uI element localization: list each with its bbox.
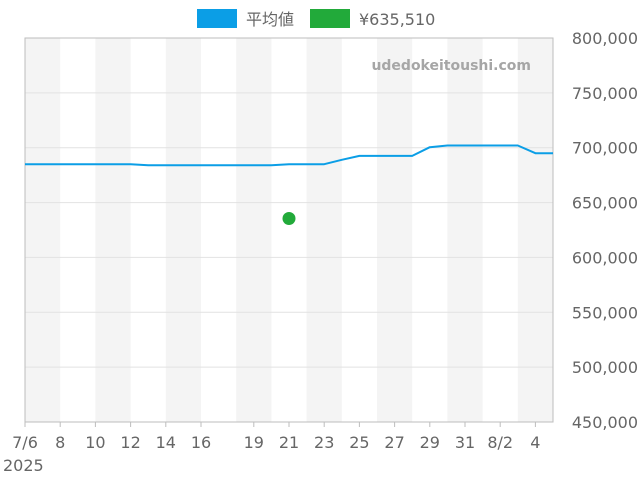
y-tick-label-5: 700,000: [572, 139, 638, 158]
x-tick-label-1: 8: [55, 433, 65, 452]
x-tick-label-2: 10: [85, 433, 105, 452]
grid-lines: [25, 37, 553, 423]
data-series: [25, 144, 553, 225]
marker-point-0: [282, 211, 296, 225]
x-tick-label-0: 7/6: [12, 433, 38, 452]
x-tick-label-9: 25: [349, 433, 369, 452]
band-4: [306, 38, 342, 422]
band-1: [95, 38, 131, 422]
y-tick-label-1: 500,000: [572, 358, 638, 377]
x-tick-label-13: 8/2: [487, 433, 513, 452]
x-tick-label-11: 29: [420, 433, 440, 452]
legend-label-marker[interactable]: ¥635,510: [359, 10, 435, 29]
y-tick-label-3: 600,000: [572, 248, 638, 267]
legend-label-average[interactable]: 平均値: [246, 10, 294, 29]
y-tick-label-4: 650,000: [572, 194, 638, 213]
y-axis-ticks: 450,000 500,000 550,000 600,000 650,000 700,0…: [572, 29, 638, 432]
x-tick-label-12: 31: [455, 433, 475, 452]
legend-swatch-marker[interactable]: [310, 9, 350, 28]
band-3: [236, 38, 272, 422]
x-tick-label-10: 27: [384, 433, 404, 452]
band-6: [447, 38, 483, 422]
band-5: [377, 38, 413, 422]
band-2: [165, 38, 201, 422]
x-tick-label-4: 14: [156, 433, 176, 452]
legend-swatch-average[interactable]: [197, 9, 237, 28]
x-year-label: 2025: [3, 456, 44, 475]
x-tick-label-5: 16: [191, 433, 211, 452]
y-tick-label-0: 450,000: [572, 413, 638, 432]
x-tick-label-8: 23: [314, 433, 334, 452]
y-tick-label-2: 550,000: [572, 303, 638, 322]
legend[interactable]: 平均値 ¥635,510: [197, 9, 435, 29]
band-7: [517, 38, 553, 422]
alternating-bands: [25, 38, 553, 422]
y-tick-label-6: 750,000: [572, 84, 638, 103]
x-tick-label-14: 4: [530, 433, 540, 452]
y-tick-label-7: 800,000: [572, 29, 638, 48]
x-axis-ticks: 7/6 8 10 12 14 16 19 21 23 25 27 29 31 8/2 4 2025: [3, 422, 540, 475]
x-tick-label-7: 21: [279, 433, 299, 452]
band-0: [25, 38, 61, 422]
watermark: udedokeitoushi.com: [371, 58, 531, 74]
x-tick-label-6: 19: [244, 433, 264, 452]
average-line: [25, 144, 553, 167]
x-tick-label-3: 12: [120, 433, 140, 452]
